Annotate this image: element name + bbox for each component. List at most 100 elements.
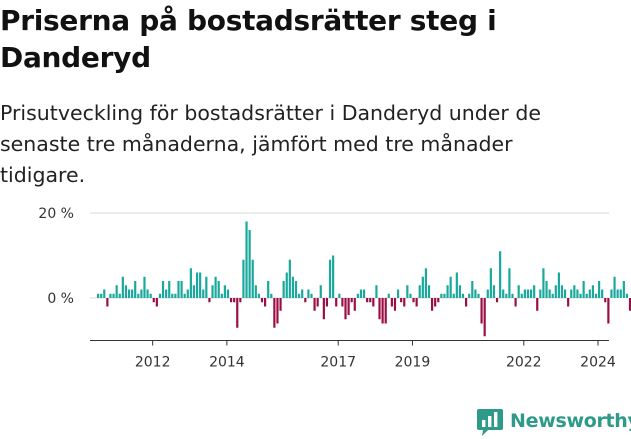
bar-negative [465, 298, 468, 307]
bar-positive [180, 281, 183, 298]
bar-positive [186, 289, 189, 298]
bar-positive [486, 289, 489, 298]
bar-positive [619, 289, 622, 298]
bar-positive [440, 293, 443, 298]
bar-positive [112, 293, 115, 298]
bar-positive [520, 293, 523, 298]
bar-negative [229, 298, 233, 303]
bar-negative [260, 298, 264, 303]
bar-positive [582, 281, 585, 298]
bar-positive [526, 289, 530, 298]
bar-positive [214, 276, 217, 298]
bar-positive [171, 293, 174, 298]
bar-positive [474, 289, 477, 298]
bar-positive [220, 293, 223, 298]
bar-negative [431, 298, 434, 311]
bar-positive [362, 289, 366, 298]
bar-positive [458, 285, 462, 298]
bar-negative [483, 298, 486, 337]
bar-positive [248, 230, 251, 298]
bar-positive [127, 289, 131, 298]
bar-negative [353, 298, 356, 311]
x-tick-label: 2022 [506, 355, 542, 371]
bar-negative [415, 298, 418, 307]
bar-negative [233, 298, 236, 303]
bar-positive [319, 285, 322, 298]
bar-positive [427, 285, 431, 298]
bar-positive [245, 221, 248, 298]
bar-positive [517, 285, 520, 298]
bar-positive [103, 289, 106, 298]
bar-positive [310, 293, 313, 298]
bar-positive [533, 285, 536, 298]
bar-positive [211, 285, 214, 298]
bar-positive [551, 293, 554, 298]
bar-positive [576, 289, 579, 298]
x-tick-label: 2019 [395, 355, 431, 371]
bar-positive [270, 293, 273, 298]
bar-positive [143, 276, 146, 298]
bar-positive [131, 289, 134, 298]
bar-negative [567, 298, 570, 307]
bar-positive [492, 285, 496, 298]
bar-negative [208, 298, 211, 303]
bar-positive [177, 281, 180, 298]
bar-positive [542, 268, 545, 298]
bar-positive [570, 289, 573, 298]
bar-negative [335, 298, 338, 307]
bar-negative [536, 298, 539, 311]
bar-chart: 20 %0 %2012201420172019202220246 % [38, 206, 631, 371]
bar-positive [523, 289, 526, 298]
bar-positive [338, 293, 341, 298]
bar-positive [168, 281, 171, 298]
bar-positive [291, 276, 295, 298]
x-tick-label: 2017 [320, 355, 356, 371]
bar-negative [434, 298, 437, 307]
bar-negative [369, 298, 372, 303]
bar-positive [573, 285, 576, 298]
bar-negative [313, 298, 316, 311]
bar-negative [514, 298, 517, 307]
bar-positive [165, 289, 168, 298]
bar-positive [174, 293, 177, 298]
bar-positive [282, 281, 285, 298]
bar-positive [251, 259, 254, 298]
bar-negative [607, 298, 610, 324]
bar-positive [118, 293, 121, 298]
bar-positive [594, 293, 598, 298]
bar-positive [610, 289, 613, 298]
bar-negative [350, 298, 353, 303]
bar-negative [437, 298, 440, 303]
bar-positive [149, 293, 152, 298]
bar-positive [563, 289, 567, 298]
bar-positive [591, 285, 594, 298]
bar-negative [155, 298, 158, 307]
bar-positive [502, 289, 505, 298]
bar-negative [344, 298, 347, 320]
bar-negative [480, 298, 483, 324]
bar-positive [529, 289, 533, 298]
bar-positive [100, 293, 103, 298]
bar-positive [109, 293, 112, 298]
bar-positive [356, 293, 359, 298]
bar-positive [332, 255, 335, 298]
bar-negative [412, 298, 415, 303]
bar-positive [301, 289, 304, 298]
bar-negative [403, 298, 406, 307]
bar-positive [446, 285, 449, 298]
x-tick-label: 2024 [580, 355, 616, 371]
bar-positive [557, 272, 560, 298]
bar-positive [601, 289, 604, 298]
bar-positive [545, 281, 548, 298]
bar-negative [381, 298, 384, 324]
bar-positive [622, 281, 625, 298]
bar-positive [205, 276, 208, 298]
bar-negative [273, 298, 276, 328]
bar-positive [242, 259, 245, 298]
bar-positive [223, 285, 226, 298]
bar-positive [124, 285, 128, 298]
bar-positive [217, 281, 220, 298]
brand-logo-text: Newsworthy [510, 410, 631, 432]
bar-positive [285, 272, 288, 298]
bar-positive [307, 289, 310, 298]
